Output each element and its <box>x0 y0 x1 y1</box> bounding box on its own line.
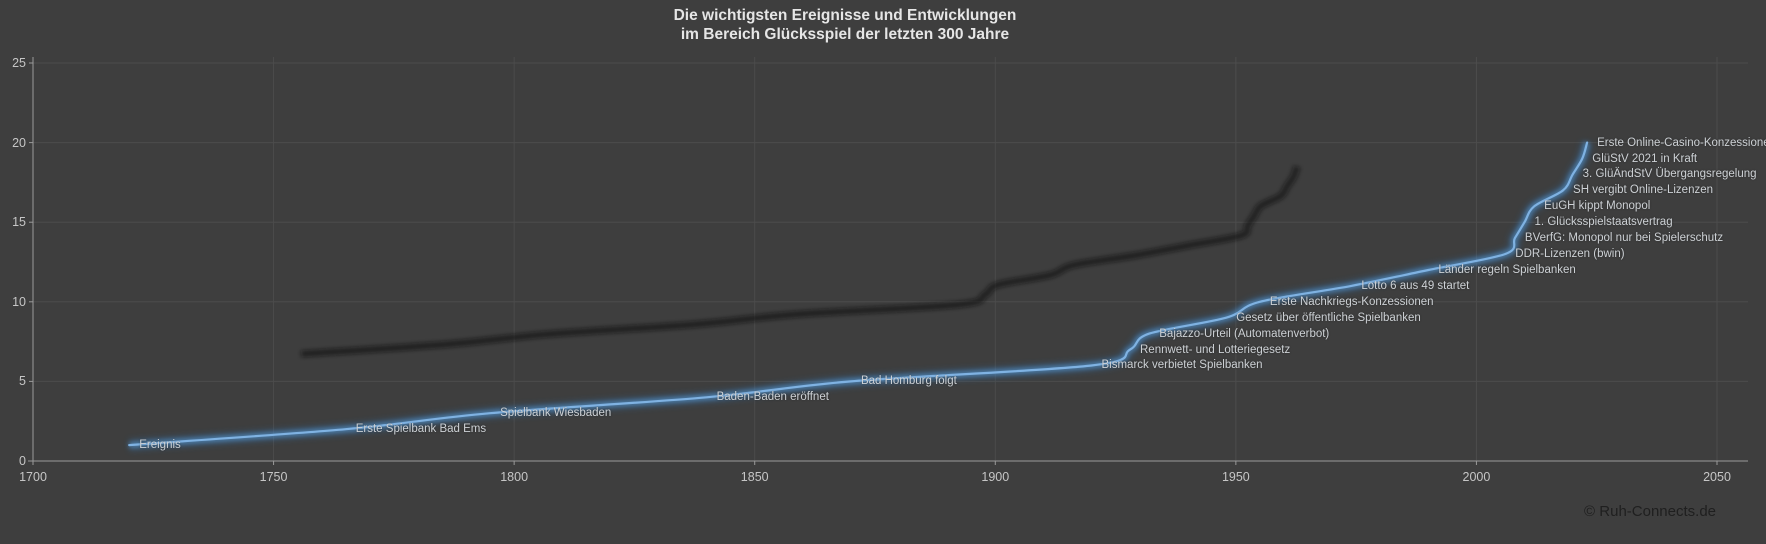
event-label: SH vergibt Online-Lizenzen <box>1573 184 1714 197</box>
x-axis-tick-label: 2050 <box>1703 470 1731 484</box>
x-axis-tick-label: 1900 <box>981 470 1010 484</box>
event-label: GlüStV 2021 in Kraft <box>1592 152 1698 165</box>
x-axis-tick-label: 2000 <box>1462 470 1491 484</box>
event-label: DDR-Lizenzen (bwin) <box>1515 248 1625 261</box>
chart-title-line1: Die wichtigsten Ereignisse und Entwicklu… <box>673 7 1017 24</box>
event-label: Rennwett- und Lotteriegesetz <box>1140 343 1291 356</box>
event-label: Bismarck verbietet Spielbanken <box>1101 359 1263 372</box>
y-axis-tick-label: 25 <box>12 56 26 70</box>
event-label: Bajazzo-Urteil (Automatenverbot) <box>1159 327 1330 340</box>
event-label: Erste Spielbank Bad Ems <box>355 423 487 436</box>
event-label: Ereignis <box>139 439 181 452</box>
y-axis-tick-label: 5 <box>19 374 26 389</box>
x-axis-tick-label: 1850 <box>740 470 769 484</box>
x-axis-tick-label: 1950 <box>1221 470 1250 484</box>
event-label: Gesetz über öffentliche Spielbanken <box>1236 311 1421 324</box>
y-axis-tick-label: 10 <box>12 294 26 309</box>
event-label: Lotto 6 aus 49 startet <box>1361 279 1470 292</box>
event-label: Länder regeln Spielbanken <box>1438 263 1576 276</box>
event-label: BVerfG: Monopol nur bei Spielerschutz <box>1524 232 1724 245</box>
event-series <box>128 141 1593 451</box>
event-label: Erste Online-Casino-Konzessionen <box>1597 136 1766 149</box>
chart-title: Die wichtigsten Ereignisse und Entwicklu… <box>0 6 1690 44</box>
x-axis-tick-label: 1700 <box>19 470 47 484</box>
event-label: EuGH kippt Monopol <box>1544 200 1651 213</box>
event-label: Bad Homburg folgt <box>860 375 957 388</box>
x-axis-tick-label: 1750 <box>259 470 288 484</box>
event-label: Baden-Baden eröffnet <box>716 391 829 404</box>
y-axis-tick-label: 20 <box>12 135 26 150</box>
event-label: 3. GlüÄndStV Übergangsregelung <box>1582 168 1757 181</box>
x-axis-tick-label: 1800 <box>500 470 529 484</box>
series-line <box>128 141 1589 447</box>
event-label: Erste Nachkriegs-Konzessionen <box>1269 295 1434 308</box>
copyright-text: © Ruh-Connects.de <box>1584 503 1716 520</box>
y-axis-tick-label: 15 <box>12 215 26 230</box>
series-shadow <box>301 166 1297 354</box>
chart-title-line2: im Bereich Glücksspiel der letzten 300 J… <box>680 26 1010 43</box>
event-label: Spielbank Wiesbaden <box>500 407 612 420</box>
axes <box>28 57 1748 465</box>
event-label: 1. Glücksspielstaatsvertrag <box>1534 216 1673 229</box>
y-axis-tick-label: 0 <box>19 454 26 468</box>
